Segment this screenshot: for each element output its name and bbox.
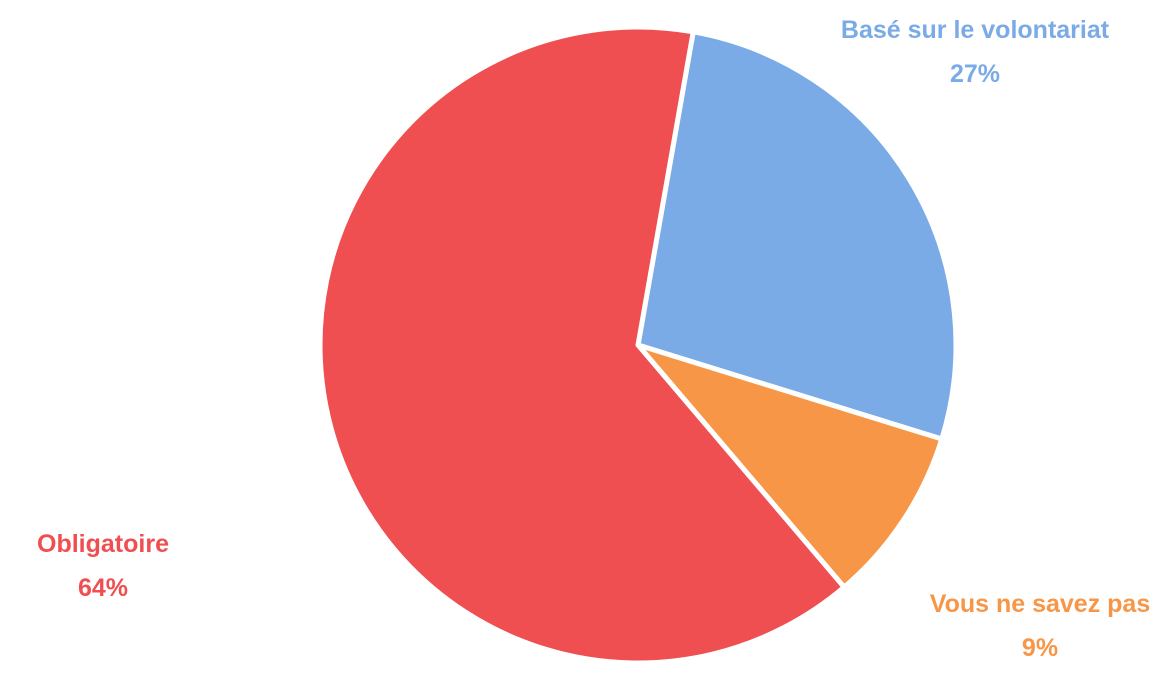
value-label: 64% xyxy=(77,574,129,602)
category-label: Vous ne savez pas xyxy=(929,590,1151,618)
slice-label: Basé sur le volontariat 27% xyxy=(795,8,1155,96)
slice-label: Vous ne savez pas 9% xyxy=(925,582,1155,670)
pie-slice xyxy=(317,24,847,666)
category-label: Basé sur le volontariat xyxy=(840,16,1110,44)
slice-label: Obligatoire 64% xyxy=(0,522,213,610)
category-label: Obligatoire xyxy=(37,530,169,558)
value-label: 27% xyxy=(949,60,1001,88)
pie-slice xyxy=(635,29,959,442)
value-label: 9% xyxy=(1021,634,1059,662)
pie-slice xyxy=(635,342,945,590)
